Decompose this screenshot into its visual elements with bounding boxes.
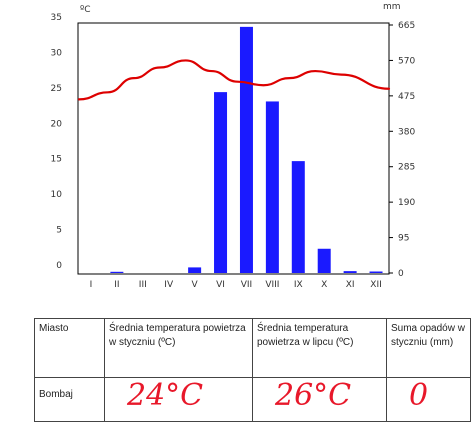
month-label-IV: IV	[164, 280, 174, 290]
month-label-VIII: VIII	[265, 280, 279, 290]
precip-bar-XI	[343, 271, 357, 273]
x-axis-month-labels: I II III IV V VI VII VIII IX X XI XII	[90, 280, 382, 290]
plot-frame	[77, 22, 390, 275]
left-axis-unit: ºC	[80, 5, 91, 15]
right-tick-label-2: 190	[398, 198, 415, 208]
month-label-I: I	[90, 280, 93, 290]
right-axis-ticks: 0 95 190 285 380 475 570 665	[389, 21, 415, 279]
table-header-row: Miasto Średnia temperatura powietrza w s…	[34, 318, 471, 378]
right-tick-label-3: 285	[398, 163, 415, 173]
precip-bar-II	[110, 271, 124, 273]
header-city: Miasto	[34, 318, 105, 378]
month-label-IX: IX	[294, 280, 303, 290]
left-tick-label-3: 15	[51, 155, 62, 165]
left-axis-ticks: 0 5 10 15 20 25 30 35	[51, 13, 63, 271]
month-label-VI: VI	[216, 280, 225, 290]
month-label-II: II	[114, 280, 119, 290]
right-tick-label-1: 95	[398, 234, 409, 244]
handwritten-temp-july: 26°C	[275, 378, 352, 413]
precip-bar-XII	[369, 271, 383, 273]
precip-bar-VII	[239, 26, 253, 274]
month-label-III: III	[139, 280, 147, 290]
month-label-VII: VII	[241, 280, 252, 290]
left-tick-label-5: 25	[51, 84, 62, 94]
left-tick-label-1: 5	[56, 226, 62, 236]
cell-city: Bombaj	[34, 377, 105, 422]
right-tick-label-0: 0	[398, 269, 404, 279]
right-tick-label-5: 475	[398, 92, 415, 102]
left-tick-label-0: 0	[56, 261, 62, 271]
cell-precip-january: 0	[386, 377, 471, 422]
left-tick-label-6: 30	[51, 48, 63, 58]
left-tick-label-4: 20	[51, 119, 63, 129]
climate-table: Miasto Średnia temperatura powietrza w s…	[34, 318, 471, 422]
cell-temp-january: 24°C	[104, 377, 253, 422]
right-tick-label-4: 380	[398, 127, 415, 137]
table-row: Bombaj 24°C 26°C 0	[34, 377, 471, 422]
temperature-line	[77, 59, 391, 101]
month-label-V: V	[192, 280, 199, 290]
header-precip-january: Suma opadów w styczniu (mm)	[386, 318, 471, 378]
right-tick-label-7: 665	[398, 21, 415, 31]
precip-bar-V	[188, 267, 202, 273]
cell-temp-july: 26°C	[252, 377, 387, 422]
month-label-XI: XI	[346, 280, 355, 290]
left-tick-label-7: 35	[51, 13, 62, 23]
precip-bar-IX	[291, 161, 305, 273]
precip-bar-VI	[214, 92, 228, 273]
right-tick-label-6: 570	[398, 56, 415, 66]
header-temp-january: Średnia temperatura powietrza w styczniu…	[104, 318, 253, 378]
left-tick-label-2: 10	[51, 190, 63, 200]
right-axis-unit: mm	[383, 2, 401, 12]
handwritten-temp-january: 24°C	[127, 378, 204, 413]
header-temp-july: Średnia temperatura powietrza w lipcu (º…	[252, 318, 387, 378]
precip-bar-X	[317, 248, 331, 273]
month-label-XII: XII	[370, 280, 381, 290]
precip-bar-VIII	[265, 101, 279, 273]
handwritten-precip-january: 0	[409, 378, 429, 413]
precipitation-bars	[110, 26, 383, 274]
climate-chart: ºC mm 0 5 10 15 20 25 30 35 0 95 190 285 380 475 570 6…	[51, 2, 416, 290]
month-label-X: X	[321, 280, 327, 290]
